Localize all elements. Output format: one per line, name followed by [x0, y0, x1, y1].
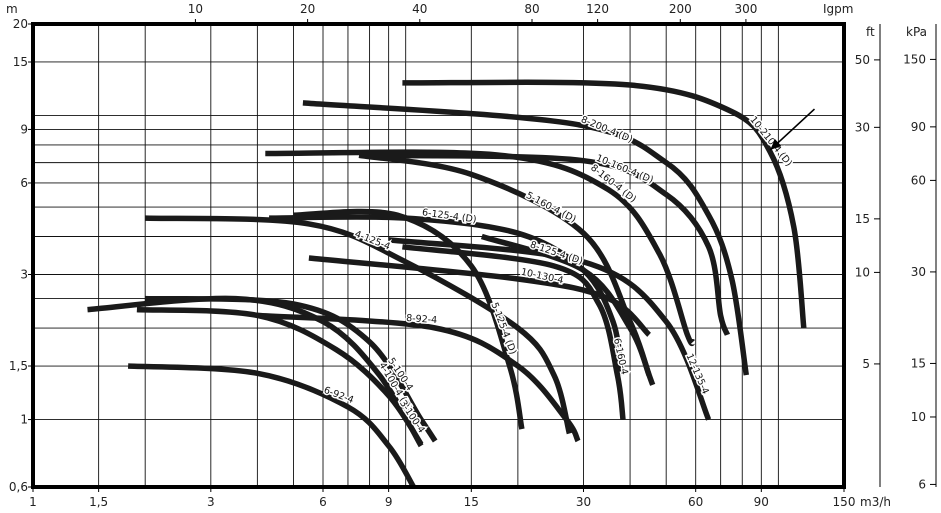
x-tick-label: 90: [754, 495, 769, 509]
top-tick-label: 40: [412, 2, 427, 16]
top-unit-label: Igpm: [823, 2, 853, 16]
ft-tick-label: 15: [855, 212, 870, 226]
top-tick-label: 80: [524, 2, 539, 16]
y-tick-label: 1,5: [9, 359, 28, 373]
top-tick-label: 200: [669, 2, 692, 16]
kpa-tick-label: 6: [918, 477, 926, 491]
y-tick-label: 3: [20, 267, 28, 281]
x-tick-label: 60: [688, 495, 703, 509]
kpa-tick-label: 15: [911, 356, 926, 370]
kpa-tick-label: 10: [911, 410, 926, 424]
pump-curve: [269, 214, 625, 376]
y-tick-label: 9: [20, 122, 28, 136]
x-tick-label: 15: [464, 495, 479, 509]
pump-curve: [87, 295, 424, 448]
kpa-tick-label: 60: [911, 173, 926, 187]
ft-unit-label: ft: [866, 25, 875, 39]
kpa-tick-label: 30: [911, 265, 926, 279]
y-tick-label: 15: [13, 55, 28, 69]
kpa-unit-label: kPa: [906, 25, 927, 39]
x-tick-label: 9: [385, 495, 393, 509]
y-tick-label: 6: [20, 176, 28, 190]
pump-curve: [293, 208, 525, 430]
ft-tick-label: 50: [855, 53, 870, 67]
pump-curve: [136, 306, 424, 446]
y-unit-label: m: [6, 2, 18, 16]
x-tick-label: 30: [576, 495, 591, 509]
pump-curve: [402, 79, 807, 329]
y-tick-label: 1: [20, 413, 28, 427]
pump-curve: [388, 237, 712, 421]
ft-tick-label: 5: [862, 357, 870, 371]
plot-frame: [31, 22, 846, 489]
annotations: [769, 108, 816, 151]
pump-curves: [87, 79, 807, 489]
x-tick-label: 6: [319, 495, 327, 509]
pointer-arrow-head: [770, 139, 782, 151]
top-tick-label: 300: [734, 2, 757, 16]
ft-tick-label: 30: [855, 120, 870, 134]
x-tick-label: 150: [833, 495, 856, 509]
ft-tick-label: 10: [855, 265, 870, 279]
pump-curve: [127, 363, 416, 489]
y-tick-label: 20: [13, 17, 28, 31]
pump-curve: [480, 233, 652, 377]
top-tick-label: 10: [188, 2, 203, 16]
pump-curve: [308, 255, 652, 337]
pump-curve: [302, 100, 750, 376]
x-tick-label: 3: [207, 495, 215, 509]
kpa-tick-label: 90: [911, 120, 926, 134]
x-tick-label: 1: [29, 495, 37, 509]
curve-label: 8-92-4: [406, 313, 438, 326]
top-tick-label: 20: [300, 2, 315, 16]
y-tick-label: 0,6: [9, 480, 28, 494]
curve-label-group: 8-92-4: [404, 311, 439, 327]
kpa-tick-label: 150: [903, 52, 926, 66]
x-unit-label: m3/h: [860, 495, 891, 509]
top-tick-label: 120: [586, 2, 609, 16]
x-tick-label: 1,5: [89, 495, 108, 509]
pump-curve: [265, 149, 696, 347]
